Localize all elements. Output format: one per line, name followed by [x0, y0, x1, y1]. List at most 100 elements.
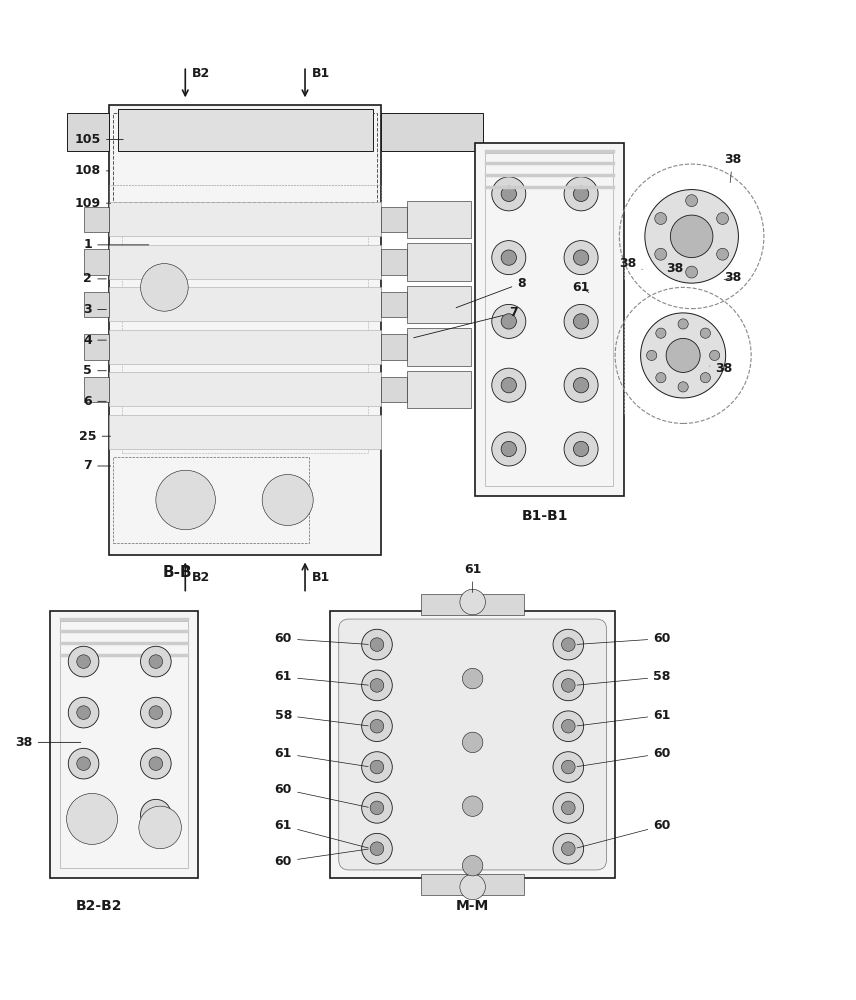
Circle shape [149, 655, 163, 668]
Circle shape [501, 186, 516, 201]
Circle shape [564, 432, 598, 466]
Text: B1: B1 [312, 571, 330, 584]
Circle shape [492, 304, 526, 338]
Circle shape [700, 373, 710, 383]
Circle shape [139, 806, 181, 849]
Circle shape [140, 697, 171, 728]
Circle shape [492, 368, 526, 402]
Text: 60: 60 [275, 849, 368, 868]
Bar [109, 330, 381, 364]
Circle shape [370, 719, 383, 733]
Text: 8: 8 [456, 277, 526, 308]
Circle shape [716, 248, 728, 260]
Circle shape [77, 655, 91, 668]
Text: 5: 5 [83, 364, 106, 377]
Circle shape [362, 670, 392, 701]
Circle shape [646, 350, 657, 361]
Text: B1-B1: B1-B1 [522, 509, 568, 523]
Circle shape [564, 241, 598, 275]
Circle shape [362, 833, 392, 864]
Circle shape [460, 874, 485, 900]
Text: 7: 7 [83, 459, 110, 472]
Circle shape [140, 748, 171, 779]
Bar [407, 328, 471, 366]
Circle shape [370, 638, 383, 651]
Text: 60: 60 [577, 747, 670, 767]
Text: B2: B2 [192, 67, 211, 80]
Text: 4: 4 [83, 334, 106, 347]
Circle shape [678, 382, 688, 392]
Circle shape [564, 304, 598, 338]
Circle shape [655, 213, 667, 224]
Circle shape [562, 801, 575, 815]
Circle shape [670, 215, 713, 258]
Circle shape [710, 350, 720, 361]
Text: 60: 60 [577, 632, 670, 645]
Circle shape [640, 313, 726, 398]
Circle shape [562, 679, 575, 692]
Text: 61: 61 [275, 747, 368, 767]
Bar [407, 286, 471, 323]
Circle shape [362, 629, 392, 660]
Bar [50, 611, 199, 878]
Text: 1: 1 [83, 238, 149, 251]
Circle shape [562, 760, 575, 774]
Bar [84, 249, 109, 275]
Circle shape [492, 177, 526, 211]
Bar [84, 292, 109, 317]
Circle shape [655, 248, 667, 260]
Circle shape [686, 266, 698, 278]
Circle shape [149, 808, 163, 821]
Text: M-M: M-M [455, 899, 489, 913]
Circle shape [553, 711, 584, 742]
Circle shape [460, 589, 485, 615]
Text: 60: 60 [275, 783, 368, 807]
Circle shape [362, 752, 392, 782]
Bar [485, 153, 614, 486]
Text: 6: 6 [84, 395, 106, 408]
Circle shape [68, 646, 99, 677]
Circle shape [501, 314, 516, 329]
Circle shape [156, 470, 216, 530]
Bar [475, 143, 624, 496]
Circle shape [553, 629, 584, 660]
Bar [109, 202, 381, 236]
Circle shape [553, 793, 584, 823]
Circle shape [574, 314, 589, 329]
Circle shape [564, 368, 598, 402]
Bar [109, 245, 381, 279]
Text: 38: 38 [710, 362, 733, 375]
Bar [113, 457, 309, 543]
Text: 61: 61 [573, 281, 590, 294]
Circle shape [574, 441, 589, 457]
Circle shape [370, 842, 383, 855]
Circle shape [362, 711, 392, 742]
Circle shape [700, 328, 710, 338]
Bar [117, 109, 372, 151]
Bar [109, 105, 381, 555]
Text: 58: 58 [275, 709, 368, 726]
Text: 109: 109 [74, 197, 110, 210]
Circle shape [501, 378, 516, 393]
Circle shape [262, 474, 313, 526]
Circle shape [656, 373, 666, 383]
Bar [381, 292, 407, 317]
Circle shape [462, 855, 483, 876]
Circle shape [553, 833, 584, 864]
Circle shape [716, 213, 728, 224]
Text: B2-B2: B2-B2 [75, 899, 122, 913]
Bar [381, 334, 407, 360]
Text: 58: 58 [577, 670, 670, 685]
Circle shape [562, 842, 575, 855]
Bar [381, 113, 484, 151]
Bar [407, 201, 471, 238]
Bar [330, 611, 615, 878]
Circle shape [149, 757, 163, 770]
Circle shape [501, 441, 516, 457]
Text: 38: 38 [724, 153, 741, 183]
Circle shape [149, 706, 163, 719]
Circle shape [140, 799, 171, 830]
Text: 105: 105 [74, 133, 123, 146]
Text: 2: 2 [83, 272, 106, 285]
Circle shape [77, 706, 91, 719]
